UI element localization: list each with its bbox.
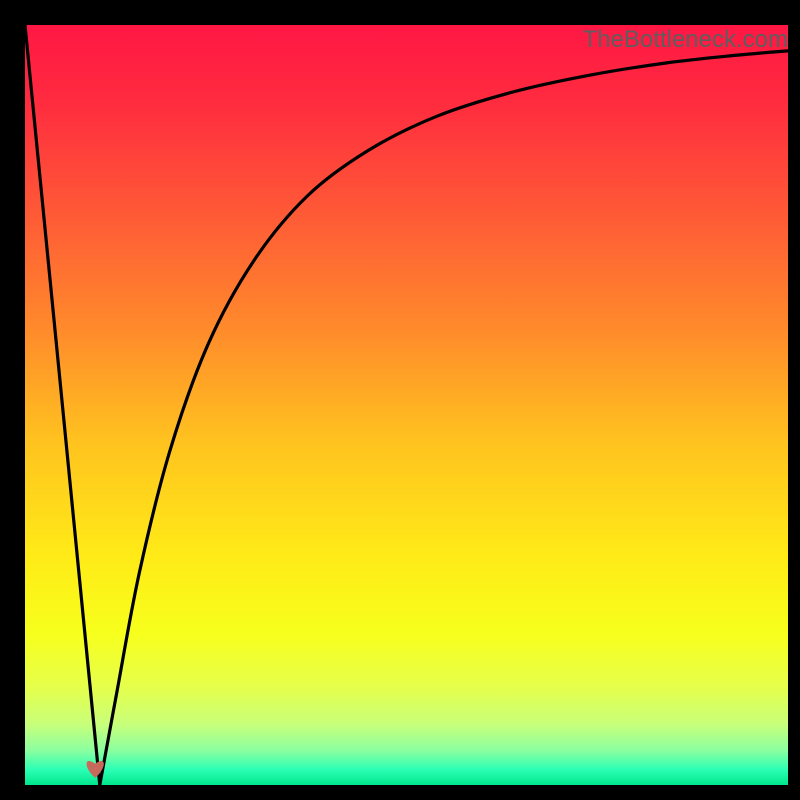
chart-container: { "watermark": { "text": "TheBottleneck.… [0, 0, 800, 800]
plot-area [25, 25, 788, 785]
watermark-text: TheBottleneck.com [25, 25, 790, 54]
curve-overlay [25, 25, 788, 785]
